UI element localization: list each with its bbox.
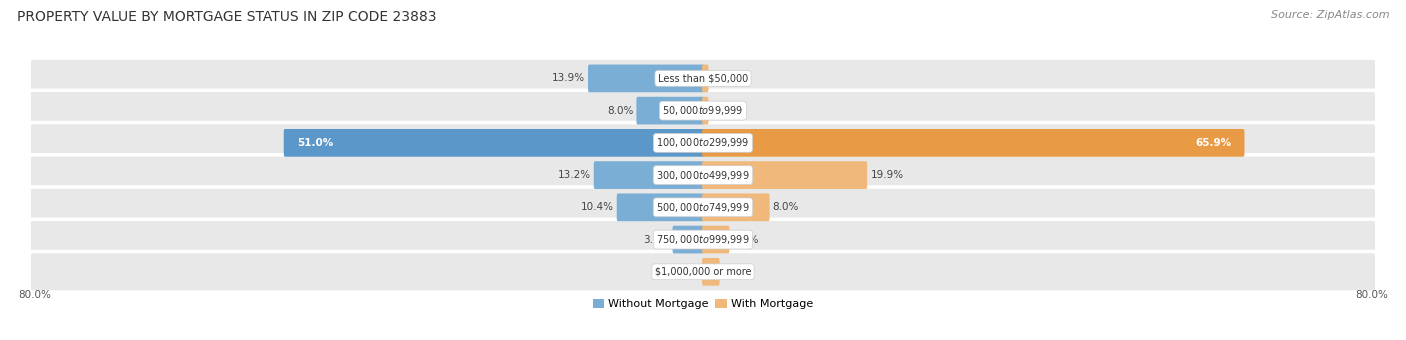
FancyBboxPatch shape: [284, 129, 704, 157]
Text: 0.55%: 0.55%: [711, 106, 745, 116]
FancyBboxPatch shape: [617, 193, 704, 221]
Text: 8.0%: 8.0%: [773, 202, 799, 212]
FancyBboxPatch shape: [30, 90, 1376, 131]
Text: 51.0%: 51.0%: [297, 138, 333, 148]
Text: 13.9%: 13.9%: [551, 73, 585, 83]
FancyBboxPatch shape: [30, 187, 1376, 228]
Text: 1.9%: 1.9%: [723, 267, 749, 277]
FancyBboxPatch shape: [702, 161, 868, 189]
Text: Less than $50,000: Less than $50,000: [658, 73, 748, 83]
Text: $500,000 to $749,999: $500,000 to $749,999: [657, 201, 749, 214]
FancyBboxPatch shape: [30, 219, 1376, 260]
Text: 8.0%: 8.0%: [607, 106, 633, 116]
Text: $750,000 to $999,999: $750,000 to $999,999: [657, 233, 749, 246]
FancyBboxPatch shape: [30, 252, 1376, 292]
Text: 10.4%: 10.4%: [581, 202, 613, 212]
FancyBboxPatch shape: [702, 193, 769, 221]
Text: $300,000 to $499,999: $300,000 to $499,999: [657, 169, 749, 182]
Text: 3.6%: 3.6%: [643, 235, 669, 244]
FancyBboxPatch shape: [588, 65, 704, 92]
Text: $50,000 to $99,999: $50,000 to $99,999: [662, 104, 744, 117]
Text: 19.9%: 19.9%: [870, 170, 904, 180]
Text: 0.55%: 0.55%: [711, 73, 745, 83]
FancyBboxPatch shape: [702, 226, 730, 253]
Text: Source: ZipAtlas.com: Source: ZipAtlas.com: [1271, 10, 1389, 20]
Text: 13.2%: 13.2%: [558, 170, 591, 180]
FancyBboxPatch shape: [702, 65, 709, 92]
Text: 80.0%: 80.0%: [1355, 290, 1388, 300]
FancyBboxPatch shape: [637, 97, 704, 124]
Text: $100,000 to $299,999: $100,000 to $299,999: [657, 136, 749, 149]
FancyBboxPatch shape: [30, 58, 1376, 99]
FancyBboxPatch shape: [702, 129, 1244, 157]
Text: PROPERTY VALUE BY MORTGAGE STATUS IN ZIP CODE 23883: PROPERTY VALUE BY MORTGAGE STATUS IN ZIP…: [17, 10, 436, 24]
Legend: Without Mortgage, With Mortgage: Without Mortgage, With Mortgage: [588, 294, 818, 313]
FancyBboxPatch shape: [702, 97, 709, 124]
FancyBboxPatch shape: [30, 155, 1376, 196]
FancyBboxPatch shape: [702, 258, 720, 286]
Text: 65.9%: 65.9%: [1195, 138, 1232, 148]
Text: 3.1%: 3.1%: [733, 235, 759, 244]
FancyBboxPatch shape: [672, 226, 704, 253]
FancyBboxPatch shape: [30, 122, 1376, 163]
Text: 80.0%: 80.0%: [18, 290, 51, 300]
Text: $1,000,000 or more: $1,000,000 or more: [655, 267, 751, 277]
FancyBboxPatch shape: [593, 161, 704, 189]
